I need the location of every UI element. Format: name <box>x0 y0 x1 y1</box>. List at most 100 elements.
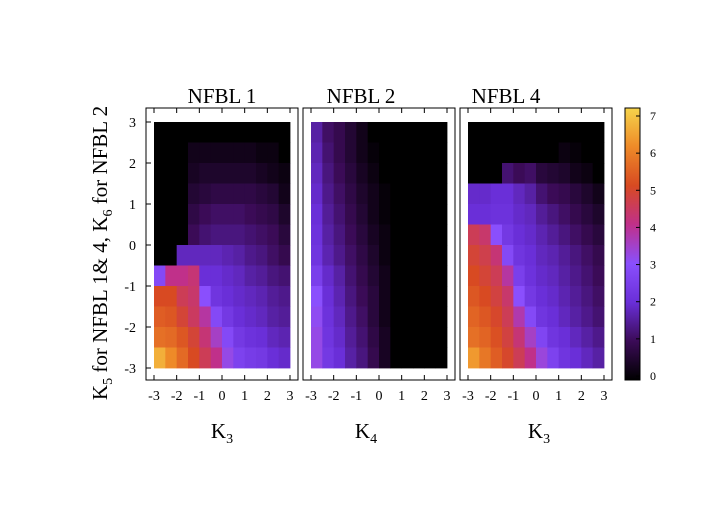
heatmap-cell <box>256 327 268 348</box>
heatmap-cell <box>558 347 571 369</box>
heatmap-cell <box>547 286 560 307</box>
heatmap-cell <box>176 327 189 348</box>
heatmap-cell <box>413 122 425 143</box>
x-tick-label: -3 <box>148 389 160 404</box>
heatmap-cell <box>379 286 391 307</box>
heatmap-cell <box>390 245 403 266</box>
heatmap-cell <box>592 142 605 164</box>
heatmap-cell <box>502 122 514 143</box>
heatmap-cell <box>536 183 548 205</box>
heatmap-cell <box>513 306 526 328</box>
heatmap-cell <box>278 245 291 266</box>
heatmap-cell <box>513 347 526 369</box>
heatmap-cell <box>210 245 223 266</box>
heatmap-cell <box>524 265 537 287</box>
heatmap-cell <box>581 204 594 225</box>
heatmap-cell <box>356 204 369 225</box>
x-tick-label: 0 <box>219 389 226 404</box>
heatmap-cell <box>581 163 594 184</box>
heatmap-cell <box>524 245 537 266</box>
heatmap-cell <box>435 122 448 143</box>
heatmap-cell <box>401 347 414 369</box>
heatmap-cell <box>490 265 503 287</box>
heatmap-cell <box>513 245 526 266</box>
heatmap-cell <box>176 286 189 307</box>
heatmap-cell <box>233 183 246 205</box>
heatmap-cell <box>367 327 380 348</box>
panel-frame-nfbl2 <box>302 107 456 381</box>
heatmap-cell <box>502 183 514 205</box>
heatmap-cell <box>210 224 223 246</box>
heatmap-cell <box>267 224 280 246</box>
heatmap-cell <box>311 163 323 184</box>
y-axis-label-k5-sub: 5 <box>101 378 116 385</box>
heatmap-cell <box>558 122 571 143</box>
heatmap-cell <box>345 204 357 225</box>
heatmap-cell <box>278 347 291 369</box>
heatmap-cell <box>479 286 492 307</box>
heatmap-cell <box>244 306 257 328</box>
heatmap-cell <box>413 306 425 328</box>
colorbar: 0 1 2 3 4 5 6 7 <box>624 107 656 383</box>
heatmap-cell <box>345 327 357 348</box>
heatmap-cell <box>570 163 582 184</box>
heatmap-cell <box>536 286 548 307</box>
heatmap-cell <box>256 204 268 225</box>
heatmap-cell <box>558 142 571 164</box>
heatmap-cell <box>188 224 200 246</box>
heatmap-cells-nfbl4 <box>468 122 605 369</box>
y-tick-label: 1 <box>129 198 136 213</box>
heatmap-cell <box>536 163 548 184</box>
heatmap-cell <box>322 286 335 307</box>
heatmap-cell <box>502 286 514 307</box>
heatmap-cell <box>401 245 414 266</box>
heatmap-cell <box>547 265 560 287</box>
heatmap-cell <box>424 204 437 225</box>
heatmap-cell <box>278 265 291 287</box>
heatmap-cell <box>424 306 437 328</box>
heatmap-cell <box>479 122 492 143</box>
heatmap-cell <box>333 327 346 348</box>
heatmap-cell <box>267 204 280 225</box>
heatmap-cell <box>524 327 537 348</box>
heatmap-cell <box>322 306 335 328</box>
heatmap-cell <box>210 183 223 205</box>
heatmap-cell <box>256 286 268 307</box>
heatmap-cell <box>379 183 391 205</box>
colorbar-gradient <box>624 107 641 381</box>
x-tick-label: -1 <box>350 389 362 404</box>
heatmap-cell <box>188 183 200 205</box>
heatmap-cell <box>570 122 582 143</box>
heatmap-cell <box>367 306 380 328</box>
x-tick-label: 1 <box>398 389 405 404</box>
heatmap-cell <box>379 224 391 246</box>
heatmap-cell <box>592 204 605 225</box>
heatmap-cell <box>479 142 492 164</box>
heatmap-cell <box>199 265 212 287</box>
heatmap-cell <box>592 245 605 266</box>
heatmap-cell <box>490 245 503 266</box>
heatmap-cell <box>165 163 178 184</box>
heatmap-cell <box>401 163 414 184</box>
heatmap-cell <box>536 224 548 246</box>
heatmap-cell <box>592 306 605 328</box>
colorbar-ticks: 0 1 2 3 4 5 6 7 <box>636 109 656 383</box>
heatmap-cell <box>244 286 257 307</box>
y-axis-label-middle: for NFBL 1& 4, K <box>88 217 112 378</box>
heatmap-cell <box>278 183 291 205</box>
heatmap-cell <box>581 306 594 328</box>
heatmap-cell <box>244 122 257 143</box>
heatmap-cell <box>592 347 605 369</box>
x-ticks-nfbl2: -3 -2 -1 0 1 2 3 <box>305 108 451 404</box>
heatmap-cell <box>490 122 503 143</box>
x-tick-label: 0 <box>376 389 383 404</box>
heatmap-cell <box>244 204 257 225</box>
heatmap-cell <box>199 327 212 348</box>
x-tick-label: -3 <box>462 389 474 404</box>
heatmap-cell <box>165 122 178 143</box>
heatmap-cell <box>322 347 335 369</box>
heatmap-cell <box>547 122 560 143</box>
heatmap-cell <box>188 265 200 287</box>
heatmap-cell <box>558 183 571 205</box>
